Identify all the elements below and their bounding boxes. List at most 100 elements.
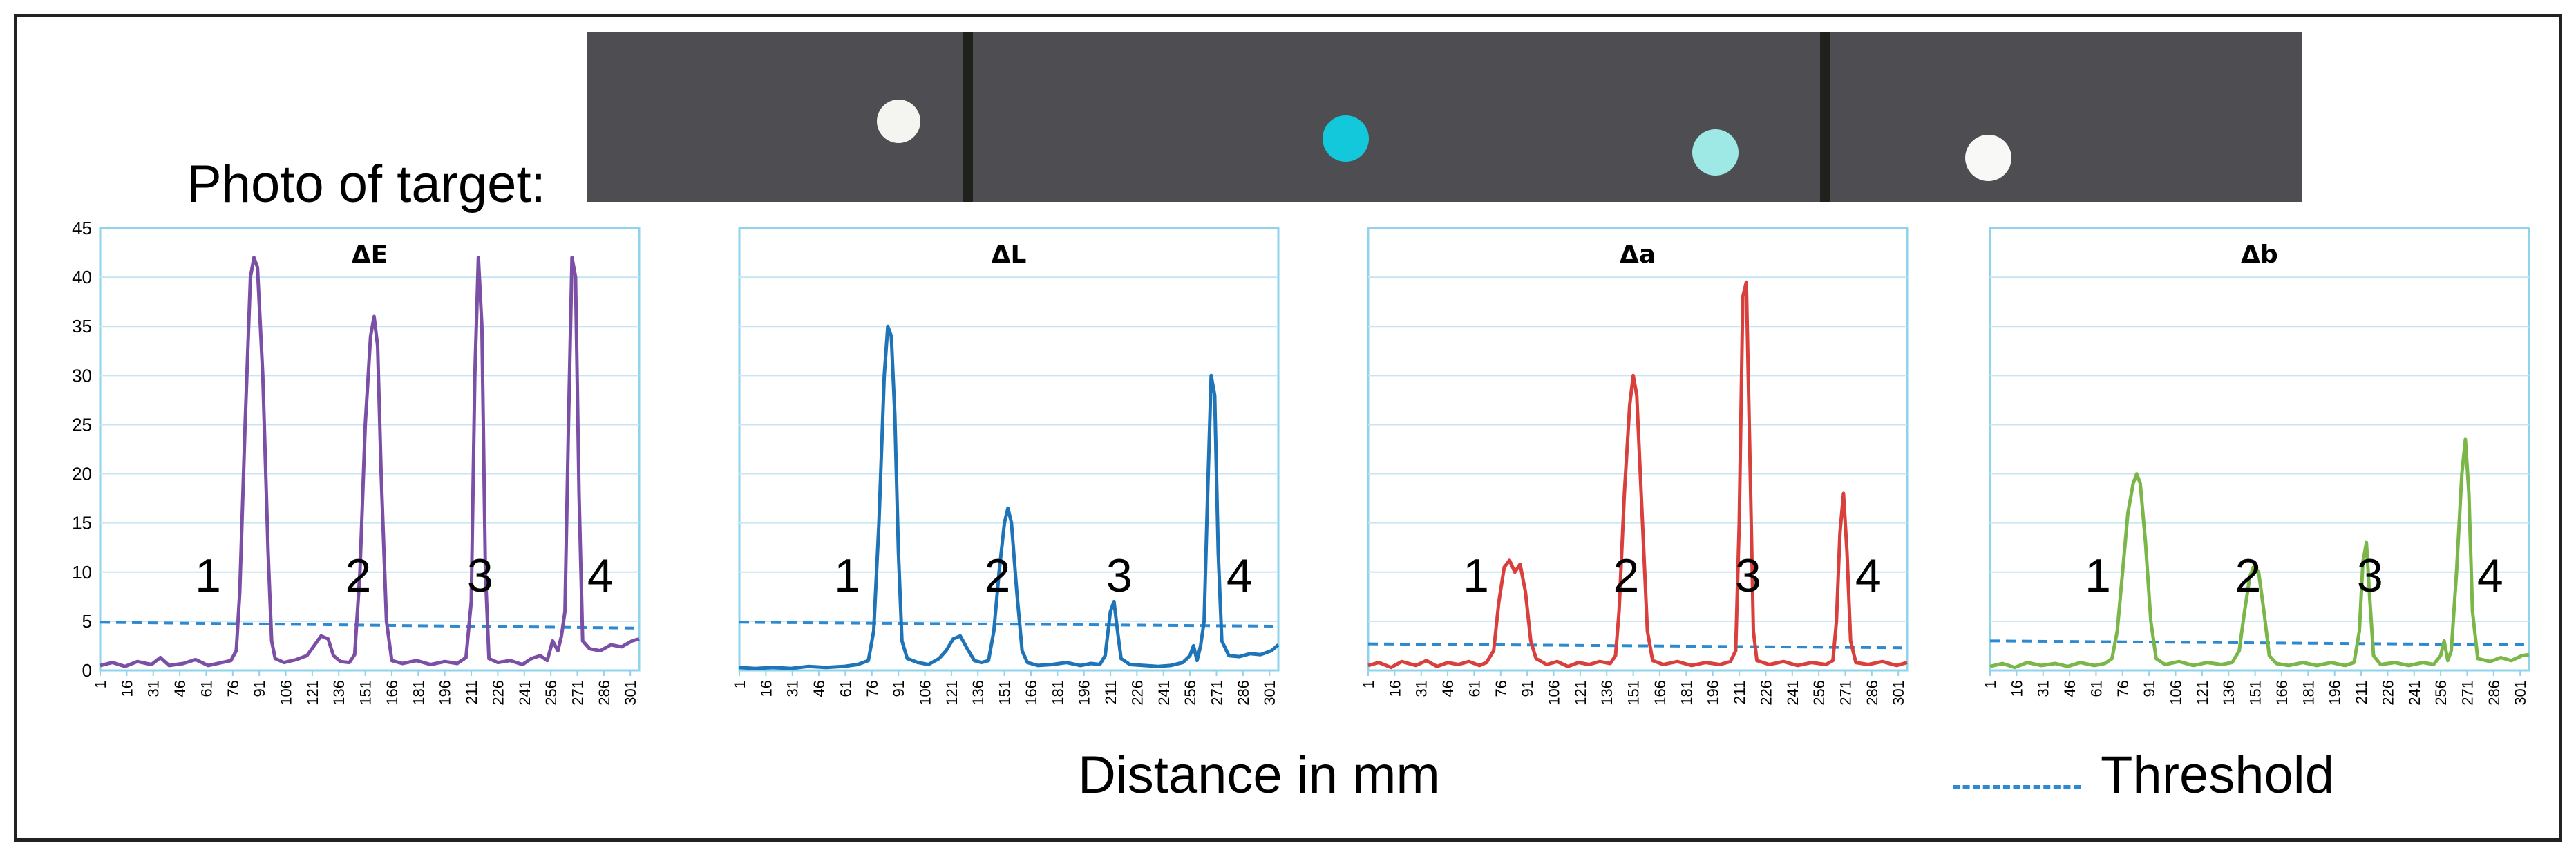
light-cyan-dot xyxy=(1692,129,1739,176)
x-tick-label: 91 xyxy=(251,680,268,697)
x-tick-label: 196 xyxy=(1076,680,1093,706)
x-tick-label: 16 xyxy=(1386,680,1403,697)
peak-label-2: 2 xyxy=(1613,549,1639,602)
x-tick-label: 166 xyxy=(1651,680,1669,706)
x-tick-label: 31 xyxy=(145,680,162,697)
chart-delta-l: 1 16 31 46 61 76 91 106 121 136 151 166 181 196 211 226… xyxy=(731,227,1280,706)
peak-label-4: 4 xyxy=(1227,549,1253,602)
x-tick-label: 61 xyxy=(198,680,215,697)
x-tick-label: 1 xyxy=(92,680,109,688)
x-tick-label: 106 xyxy=(917,680,934,706)
chart-title: ΔE xyxy=(352,241,388,269)
chart-title: ΔL xyxy=(992,241,1027,269)
x-tick-label: 136 xyxy=(2220,680,2237,706)
peak-label-2: 2 xyxy=(984,549,1010,602)
x-tick-label: 256 xyxy=(1182,680,1199,706)
x-tick-label: 1 xyxy=(1982,680,1999,688)
x-tick-label: 151 xyxy=(996,680,1014,706)
peak-label-3: 3 xyxy=(2357,549,2383,602)
x-tick-label: 46 xyxy=(811,680,828,697)
x-tick-label: 91 xyxy=(2141,680,2158,697)
y-tick-label: 15 xyxy=(72,513,92,534)
pavement-crack-1 xyxy=(963,32,973,202)
x-tick-label: 136 xyxy=(969,680,987,706)
chart-title: Δa xyxy=(1620,241,1656,269)
x-tick-label: 106 xyxy=(278,680,295,706)
x-tick-label: 106 xyxy=(1546,680,1563,706)
chart-delta-a: 1 16 31 46 61 76 91 106 121 136 151 166 181 196 211 226… xyxy=(1360,227,1909,706)
x-tick-label: 76 xyxy=(225,680,242,697)
x-tick-label: 286 xyxy=(1864,680,1881,706)
plot-area xyxy=(99,227,641,672)
white-dot-1 xyxy=(877,100,920,143)
x-tick-label: 271 xyxy=(2459,680,2476,706)
x-tick-label: 241 xyxy=(1784,680,1801,706)
target-photo xyxy=(587,32,2302,202)
x-tick-label: 211 xyxy=(2353,680,2370,704)
x-tick-label: 16 xyxy=(2008,680,2025,697)
x-tick-label: 211 xyxy=(463,680,480,704)
x-tick-label: 76 xyxy=(864,680,881,697)
threshold-line xyxy=(1989,639,2530,647)
x-tick-label: 1 xyxy=(731,680,748,688)
x-tick-label: 196 xyxy=(437,680,454,706)
y-tick-label: 20 xyxy=(72,464,92,484)
peak-label-2: 2 xyxy=(2235,549,2261,602)
y-tick-label: 35 xyxy=(72,316,92,337)
x-tick-label: 76 xyxy=(2114,680,2132,697)
x-tick-label: 226 xyxy=(1757,680,1774,706)
x-tick-label: 46 xyxy=(171,680,189,697)
peak-label-4: 4 xyxy=(587,549,614,602)
x-tick-label: 151 xyxy=(1625,680,1642,706)
series-line xyxy=(739,324,1280,670)
peak-label-1: 1 xyxy=(2085,549,2111,602)
peak-label-1: 1 xyxy=(195,549,221,602)
peak-label-2: 2 xyxy=(345,549,371,602)
y-tick-label: 5 xyxy=(82,611,92,632)
threshold-line xyxy=(1367,642,1908,650)
x-tick-label: 256 xyxy=(542,680,560,706)
x-tick-label: 76 xyxy=(1493,680,1510,697)
x-tick-label: 46 xyxy=(1439,680,1457,697)
x-tick-label: 136 xyxy=(330,680,348,706)
x-tick-label: 226 xyxy=(1128,680,1146,706)
threshold-line xyxy=(739,621,1279,628)
white-dot-2 xyxy=(1965,135,2011,181)
chart-delta-b: 1 16 31 46 61 76 91 106 121 136 151 166 181 196 211 226… xyxy=(1982,227,2530,706)
x-tick-label: 301 xyxy=(1261,680,1278,706)
x-tick-label: 226 xyxy=(489,680,506,706)
x-tick-label: 271 xyxy=(569,680,586,706)
peak-label-4: 4 xyxy=(1855,549,1882,602)
plot-area xyxy=(738,227,1280,672)
x-tick-label: 31 xyxy=(784,680,802,697)
x-tick-label: 256 xyxy=(1810,680,1828,706)
x-tick-label: 16 xyxy=(118,680,135,697)
x-tick-label: 211 xyxy=(1731,680,1748,704)
chart-title: Δb xyxy=(2241,241,2278,269)
y-tick-label: 10 xyxy=(72,562,92,583)
threshold-line xyxy=(100,621,640,630)
x-tick-label: 301 xyxy=(622,680,639,706)
x-tick-label: 151 xyxy=(2247,680,2264,706)
series-line xyxy=(1367,280,1908,670)
y-tick-label: 25 xyxy=(72,414,92,435)
peak-label-3: 3 xyxy=(467,549,493,602)
x-tick-label: 16 xyxy=(757,680,775,697)
x-tick-label: 46 xyxy=(2061,680,2078,697)
series-line xyxy=(100,256,640,668)
x-tick-label: 226 xyxy=(2379,680,2396,706)
x-tick-label: 286 xyxy=(596,680,613,706)
x-tick-label: 241 xyxy=(1155,680,1173,706)
x-tick-label: 271 xyxy=(1208,680,1225,706)
peak-label-1: 1 xyxy=(1463,549,1489,602)
x-axis-label: Distance in mm xyxy=(1078,746,1440,804)
series-line xyxy=(1989,437,2530,670)
x-tick-label: 136 xyxy=(1598,680,1616,706)
plot-area xyxy=(1989,227,2530,672)
x-tick-label: 31 xyxy=(1413,680,1430,697)
x-tick-label: 196 xyxy=(1705,680,1722,706)
x-tick-label: 121 xyxy=(2194,680,2211,706)
x-tick-label: 121 xyxy=(1572,680,1589,706)
y-tick-label: 0 xyxy=(82,660,92,681)
